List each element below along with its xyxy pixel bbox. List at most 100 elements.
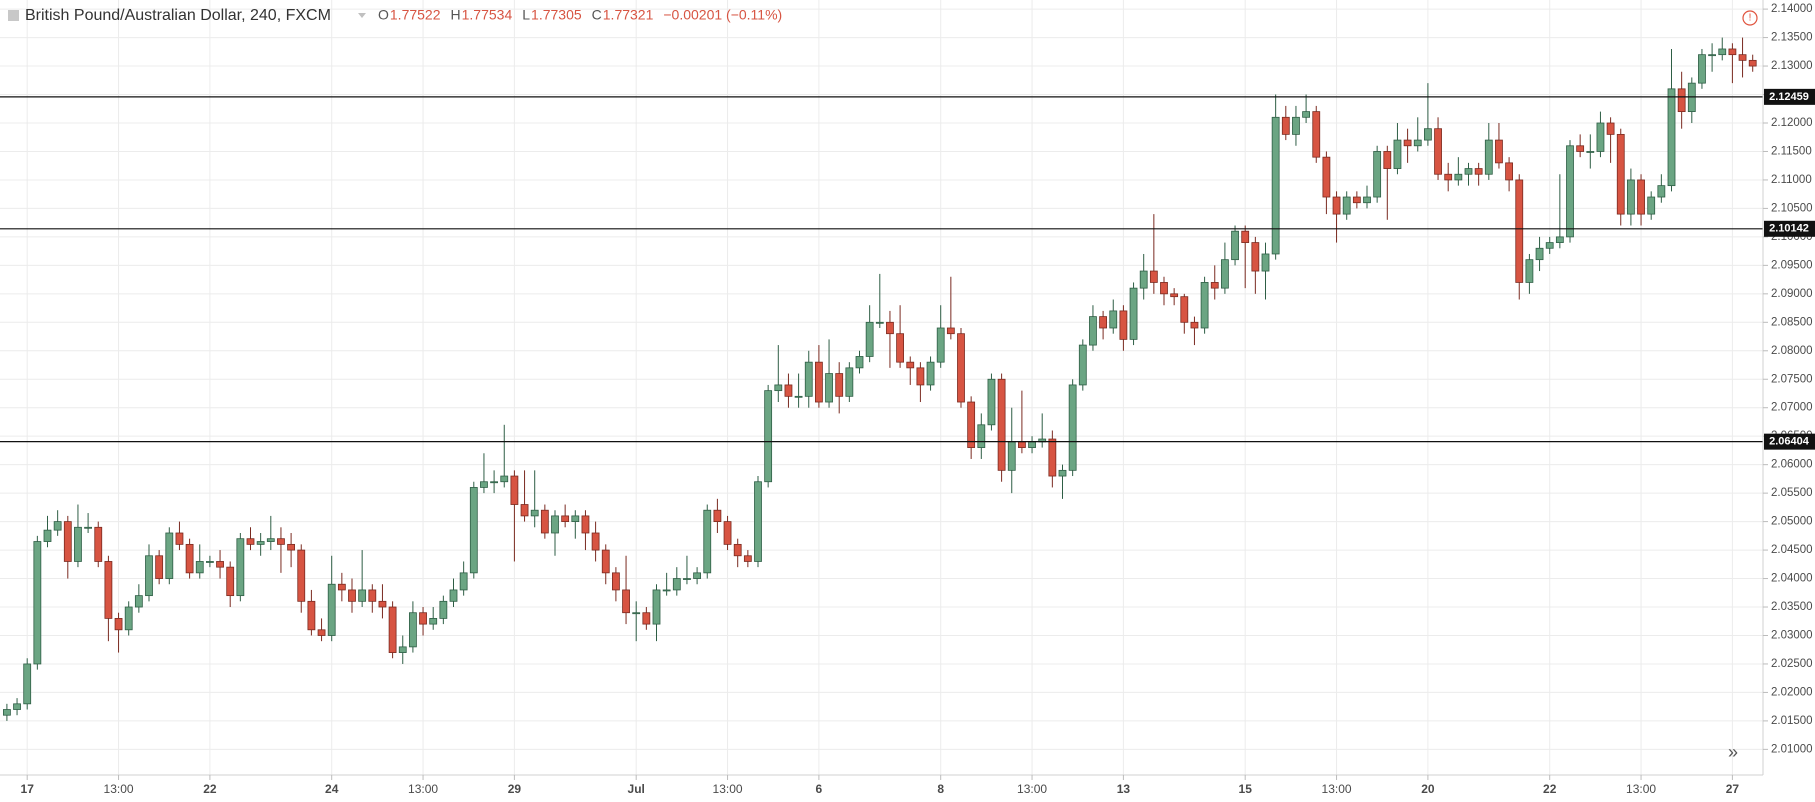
candle-body [1708,54,1716,57]
candle-body [1657,185,1666,198]
candle-body [1474,168,1483,175]
candle-body [1007,441,1016,471]
candle-body [855,356,864,369]
symbol-icon[interactable] [8,10,19,21]
x-tick-label: 13:00 [1322,782,1352,796]
candle-body [490,481,499,484]
candle-body [1048,438,1057,477]
candle-body [1413,139,1422,147]
quote-value: 1.77534 [462,7,513,23]
candle-body [1068,384,1077,471]
y-tick-label: 2.12000 [1771,117,1813,129]
candle-body [642,612,651,625]
candle-body [63,521,72,562]
y-tick-label: 2.03000 [1771,630,1813,642]
scroll-to-end[interactable]: » [1728,742,1738,762]
candle-body [43,529,52,542]
candle-body [1383,151,1392,169]
candle-body [195,561,204,574]
candle-body [1281,116,1290,135]
candle-body [1606,122,1615,135]
candle-body [551,515,559,534]
x-tick-label: 20 [1421,782,1435,796]
candle-body [236,538,245,597]
candle-body [1129,287,1138,340]
candle-body [1363,196,1371,204]
candle-body [398,646,407,653]
dropdown-caret[interactable] [358,13,366,18]
candle-body [449,589,458,602]
symbol-title[interactable]: British Pound/Australian Dollar, 240, FX… [25,7,331,24]
candle-body [277,538,285,545]
y-tick-label: 2.09000 [1771,288,1813,300]
candle-body [1210,282,1219,289]
quote-change: −0.00201 (−0.11%) [663,7,782,23]
candle-body [845,367,854,397]
candle-body [1627,179,1635,215]
candle-body [246,538,255,545]
candle-body [601,549,610,574]
y-tick-label: 2.14000 [1771,3,1813,15]
candle-body [784,384,793,397]
candle-body [1677,88,1686,113]
candle-body [1312,111,1321,158]
quote-label: L [522,7,530,23]
candle-body [145,555,153,597]
candle-body [33,541,42,665]
quote-value: 1.77321 [603,7,654,23]
candle-body [683,578,691,580]
y-tick-label: 2.05000 [1771,516,1813,528]
level-label-box [1764,88,1815,105]
candle-body [1738,54,1747,61]
candle-body [1454,173,1463,181]
quote-value: 1.77522 [390,7,441,23]
x-tick-label: 29 [508,782,522,796]
candle-body [723,521,732,545]
candle-body [1403,139,1412,147]
candle-body [936,327,945,363]
y-tick-label: 2.07500 [1771,373,1813,385]
candle-body [571,515,580,523]
candle-body [794,395,803,398]
candle-body [804,361,813,397]
candle-body [226,566,235,597]
candle-body [1576,145,1585,152]
candle-body [348,589,356,602]
candle-body [378,600,387,608]
candle-body [1748,59,1757,67]
candle-body [1139,270,1148,289]
candle-body [134,595,143,608]
candle-body [13,703,21,710]
candle-body [997,378,1006,471]
candle-body [1018,441,1026,448]
alert-icon[interactable] [1742,10,1758,26]
grid [0,0,1763,775]
candle-body [439,600,448,619]
candle-body [1221,259,1229,289]
y-tick-label: 2.01000 [1771,743,1813,755]
candle-body [1028,441,1036,448]
alert-icon-mark: ! [1749,13,1752,24]
candle-body [946,327,955,335]
candle-body [297,549,306,602]
y-tick-label: 2.05500 [1771,487,1813,499]
level-label: 2.10142 [1769,223,1809,235]
quote-label: O [378,7,389,23]
candle-body [266,538,275,542]
candle-body [1271,116,1280,255]
candle-body [886,321,894,335]
y-tick-label: 2.01500 [1771,715,1813,727]
y-tick-label: 2.09500 [1771,259,1813,271]
candle-body [317,629,326,636]
candle-body [815,361,823,403]
y-tick-label: 2.10500 [1771,202,1813,214]
candle-body [1322,156,1331,198]
candle-body [1484,139,1493,175]
candle-body [94,526,103,562]
candle-body [896,333,904,363]
candle-body [1698,54,1706,84]
candle-body [388,606,397,653]
candle-body [835,373,844,397]
candle-body [1647,196,1656,215]
